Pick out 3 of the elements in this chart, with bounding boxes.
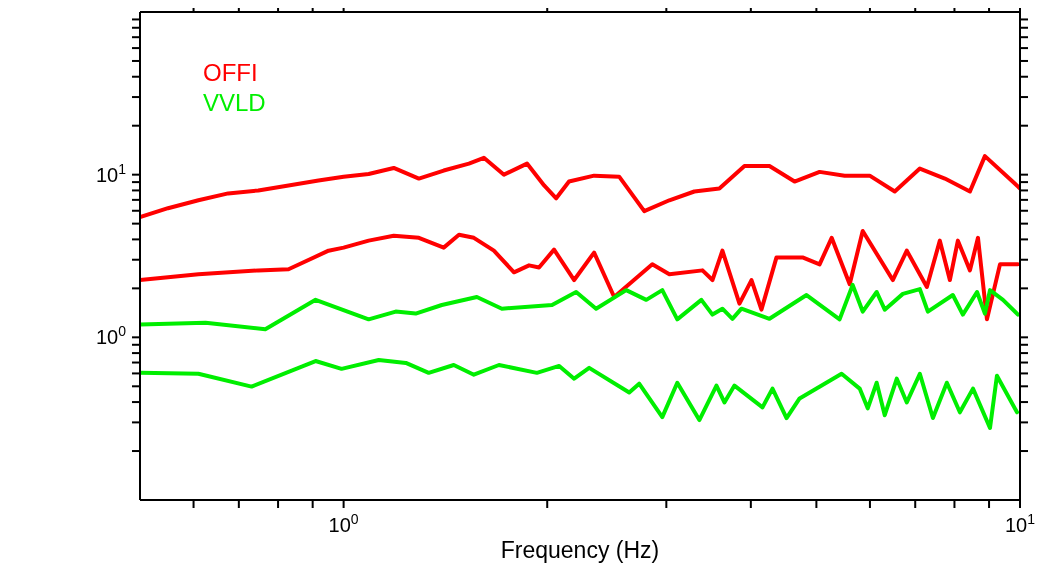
x-axis-title: Frequency (Hz): [500, 537, 660, 563]
text: VVLD: [203, 88, 266, 118]
text: OFFI: [203, 58, 259, 88]
